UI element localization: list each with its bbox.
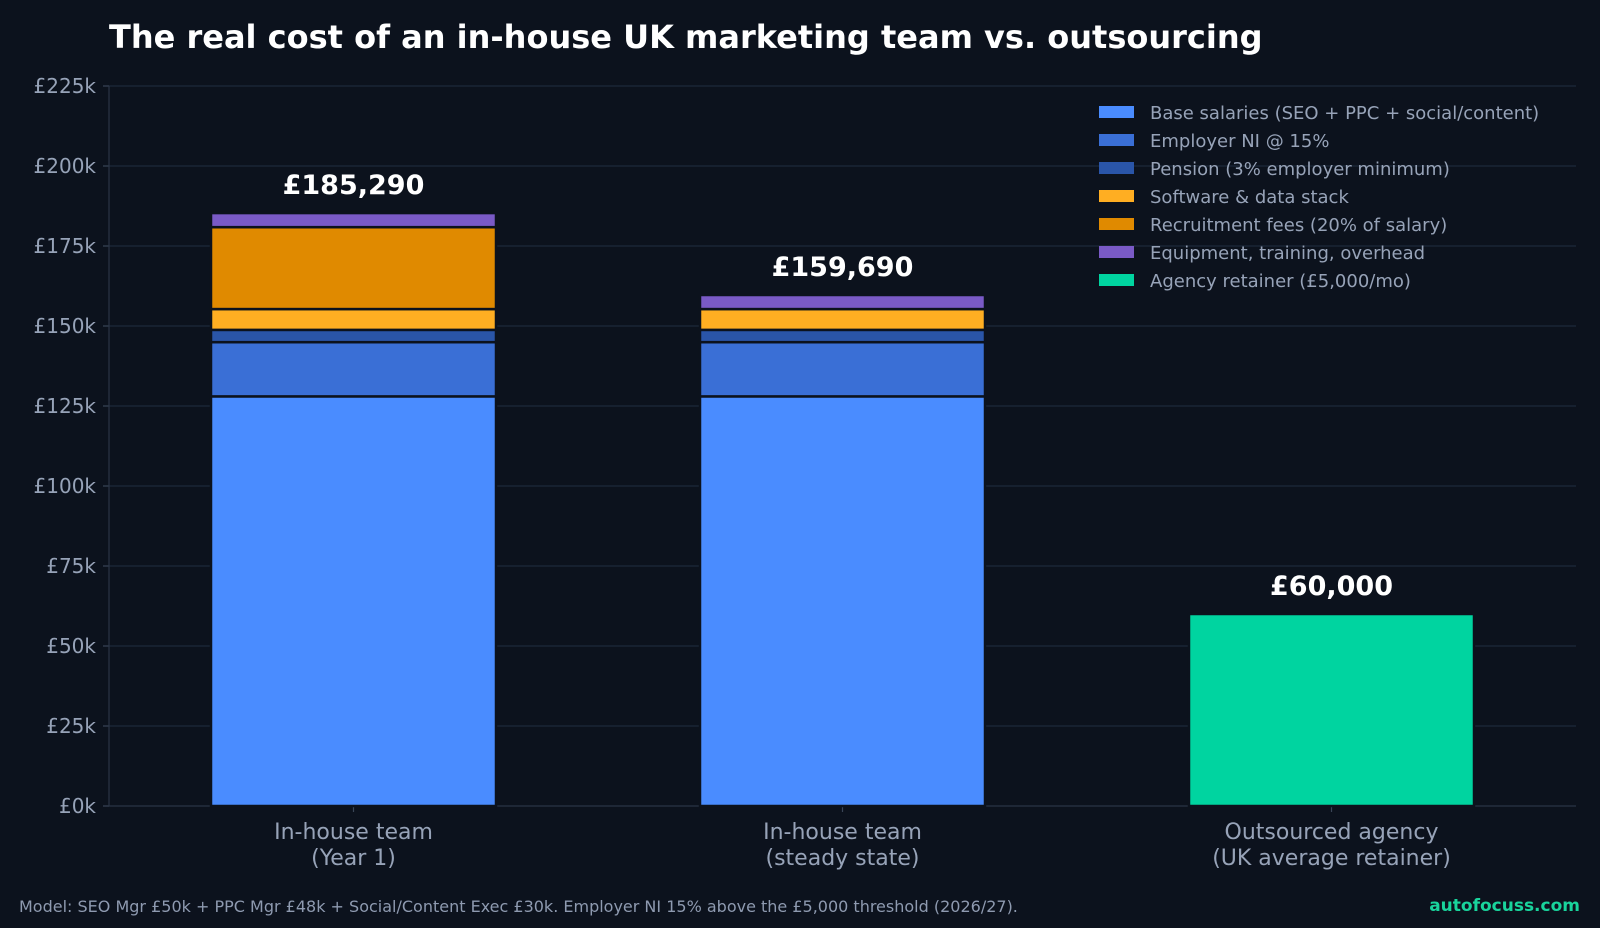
bar-segment <box>698 307 987 332</box>
bar-segment <box>698 395 987 808</box>
y-tick-label: £75k <box>46 554 96 578</box>
legend-label: Employer NI @ 15% <box>1150 131 1329 152</box>
legend-swatch <box>1099 274 1134 286</box>
legend-swatch <box>1099 134 1134 146</box>
bar-segment <box>209 225 498 311</box>
y-tick-label: £200k <box>34 154 97 178</box>
x-tick-label: Outsourced agency <box>1225 820 1439 845</box>
bar-segment <box>1187 612 1476 808</box>
bar-segment <box>698 328 987 344</box>
bar-segment <box>698 340 987 398</box>
bars <box>209 211 1476 808</box>
legend-swatch <box>1099 218 1134 230</box>
total-label: £60,000 <box>1270 571 1393 602</box>
legend-label: Recruitment fees (20% of salary) <box>1150 215 1447 236</box>
bar-segment <box>209 340 498 398</box>
y-tick-label: £0k <box>59 794 96 818</box>
y-tick-label: £225k <box>34 74 97 98</box>
legend-swatch <box>1099 190 1134 202</box>
bar-segment <box>209 211 498 229</box>
chart-title: The real cost of an in-house UK marketin… <box>109 18 1263 56</box>
y-tick-label: £100k <box>34 474 97 498</box>
y-tick-label: £150k <box>34 314 97 338</box>
legend-label: Pension (3% employer minimum) <box>1150 159 1450 180</box>
x-tick-label: In-house team <box>763 820 922 845</box>
bar-segment <box>209 307 498 332</box>
y-tick-label: £175k <box>34 234 97 258</box>
legend-label: Agency retainer (£5,000/mo) <box>1150 271 1411 292</box>
footnote: Model: SEO Mgr £50k + PPC Mgr £48k + Soc… <box>19 897 1018 916</box>
legend: Base salaries (SEO + PPC + social/conten… <box>1099 103 1539 292</box>
bar-segment <box>209 395 498 808</box>
bar-segment <box>209 328 498 344</box>
y-tick-label: £25k <box>46 714 96 738</box>
brand-link[interactable]: autofocuss.com <box>1429 896 1580 916</box>
legend-swatch <box>1099 162 1134 174</box>
legend-label: Software & data stack <box>1150 187 1349 208</box>
x-tick-label: (Year 1) <box>311 846 396 871</box>
total-label: £185,290 <box>283 170 425 201</box>
total-label: £159,690 <box>772 252 914 283</box>
total-labels: £185,290 £159,690 £60,000 <box>283 170 1393 602</box>
x-tick-label: (UK average retainer) <box>1212 846 1451 871</box>
legend-label: Equipment, training, overhead <box>1150 243 1425 264</box>
legend-label: Base salaries (SEO + PPC + social/conten… <box>1150 103 1539 124</box>
y-tick-label: £50k <box>46 634 96 658</box>
axes: £0k £25k £50k £75k £100k £125k £150k £175k £200k… <box>34 74 1576 871</box>
y-tick-label: £125k <box>34 394 97 418</box>
x-tick-label: (steady state) <box>766 846 920 871</box>
legend-swatch <box>1099 246 1134 258</box>
bar-segment <box>698 293 987 311</box>
x-tick-label: In-house team <box>274 820 433 845</box>
legend-swatch <box>1099 106 1134 118</box>
